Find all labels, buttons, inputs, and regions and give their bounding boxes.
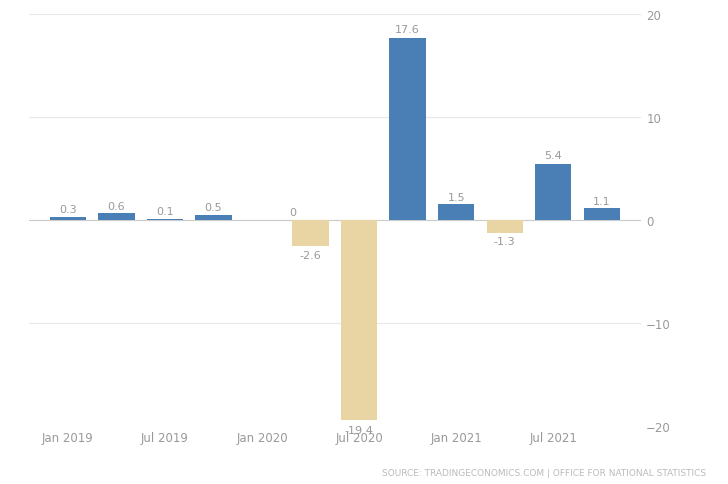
Text: SOURCE: TRADINGECONOMICS.COM | OFFICE FOR NATIONAL STATISTICS: SOURCE: TRADINGECONOMICS.COM | OFFICE FO… — [382, 468, 706, 477]
Text: 0.6: 0.6 — [108, 201, 125, 212]
Text: 1.1: 1.1 — [593, 197, 611, 206]
Bar — [293, 220, 329, 247]
Text: 0: 0 — [289, 207, 296, 217]
Text: 1.5: 1.5 — [448, 192, 465, 202]
Text: -19.4: -19.4 — [345, 425, 373, 435]
Bar — [341, 220, 377, 420]
Text: 17.6: 17.6 — [395, 25, 420, 35]
Text: 0.1: 0.1 — [157, 207, 174, 217]
Text: -2.6: -2.6 — [300, 250, 322, 260]
Text: 5.4: 5.4 — [545, 151, 562, 161]
Text: -1.3: -1.3 — [494, 237, 515, 247]
Bar — [147, 219, 183, 220]
Bar — [195, 215, 232, 220]
Bar — [535, 165, 571, 220]
Bar — [389, 39, 426, 220]
Text: 0.5: 0.5 — [205, 202, 222, 212]
Bar — [584, 209, 620, 220]
Bar — [486, 220, 523, 234]
Bar — [50, 217, 86, 220]
Bar — [438, 205, 475, 220]
Text: 0.3: 0.3 — [59, 205, 76, 214]
Bar — [98, 214, 135, 220]
